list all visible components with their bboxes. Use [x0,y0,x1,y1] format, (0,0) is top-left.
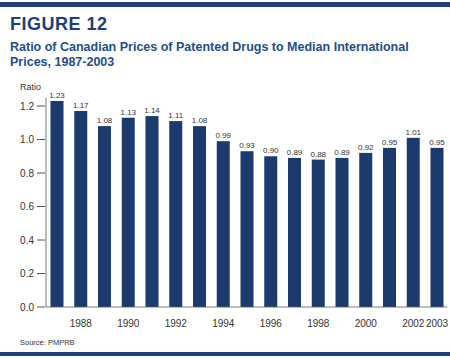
data-label: 1.11 [168,111,184,120]
x-tick-label: 2002 [402,318,425,329]
bar [169,121,182,307]
data-label: 0.89 [334,148,350,157]
bar [98,126,111,307]
bar [122,118,135,307]
y-tick-label: 1.2 [20,101,34,112]
bar [288,158,301,307]
data-label: 1.08 [192,116,208,125]
y-tick [37,206,45,207]
y-tick-label: 0.8 [20,168,34,179]
data-label: 0.95 [429,138,445,147]
bar [241,151,254,307]
y-tick-label: 0.4 [20,235,34,246]
y-tick-label: 0.0 [20,302,34,313]
x-axis-line [46,307,447,308]
x-tick-label: 2003 [426,318,449,329]
y-tick [37,273,45,274]
data-label: 0.90 [263,146,279,155]
bar [193,126,206,307]
x-tick-label: 1990 [117,318,140,329]
bar [336,158,349,307]
bar [51,101,64,307]
data-label: 1.08 [97,116,113,125]
bar [407,138,420,307]
bar [217,141,230,307]
bar [312,160,325,307]
x-tick-label: 1998 [307,318,330,329]
data-label: 0.88 [310,150,326,159]
x-tick-label: 1992 [165,318,188,329]
y-tick-label: 0.2 [20,268,34,279]
chart: Ratio 0.0 0.2 0.4 0.6 0.8 1.0 1.2 1.23 1.17 1.08 1.… [0,0,450,358]
title: FIGURE 12 [10,14,108,35]
data-label: 0.89 [287,148,303,157]
source: Source: PMPRB [20,338,75,347]
bar [74,111,87,307]
bar [383,148,396,307]
data-label: 1.23 [49,91,65,100]
bar [431,148,444,307]
y-tick [37,139,45,140]
y-tick-label: 0.6 [20,201,34,212]
data-label: 0.92 [358,143,374,152]
bottom-band [0,352,450,356]
data-label: 1.13 [120,108,136,117]
bar [264,156,277,307]
y-axis-label: Ratio [20,82,41,92]
y-tick-label: 1.0 [20,134,34,145]
data-label: 1.17 [73,101,89,110]
data-label: 0.99 [215,131,231,140]
y-tick [37,173,45,174]
data-label: 1.14 [144,106,160,115]
top-band [0,2,450,7]
x-tick-label: 1988 [70,318,93,329]
x-tick-label: 2000 [355,318,378,329]
y-tick [37,307,45,308]
data-label: 1.01 [405,128,421,137]
bar [146,116,159,307]
data-label: 0.93 [239,141,255,150]
x-tick-label: 1994 [212,318,235,329]
y-axis-line [46,98,47,307]
y-tick [37,106,45,107]
y-tick [37,240,45,241]
subtitle: Ratio of Canadian Prices of Patented Dru… [10,40,410,70]
data-label: 0.95 [382,138,398,147]
bars [51,101,444,307]
bar [359,153,372,307]
x-tick-label: 1996 [260,318,283,329]
